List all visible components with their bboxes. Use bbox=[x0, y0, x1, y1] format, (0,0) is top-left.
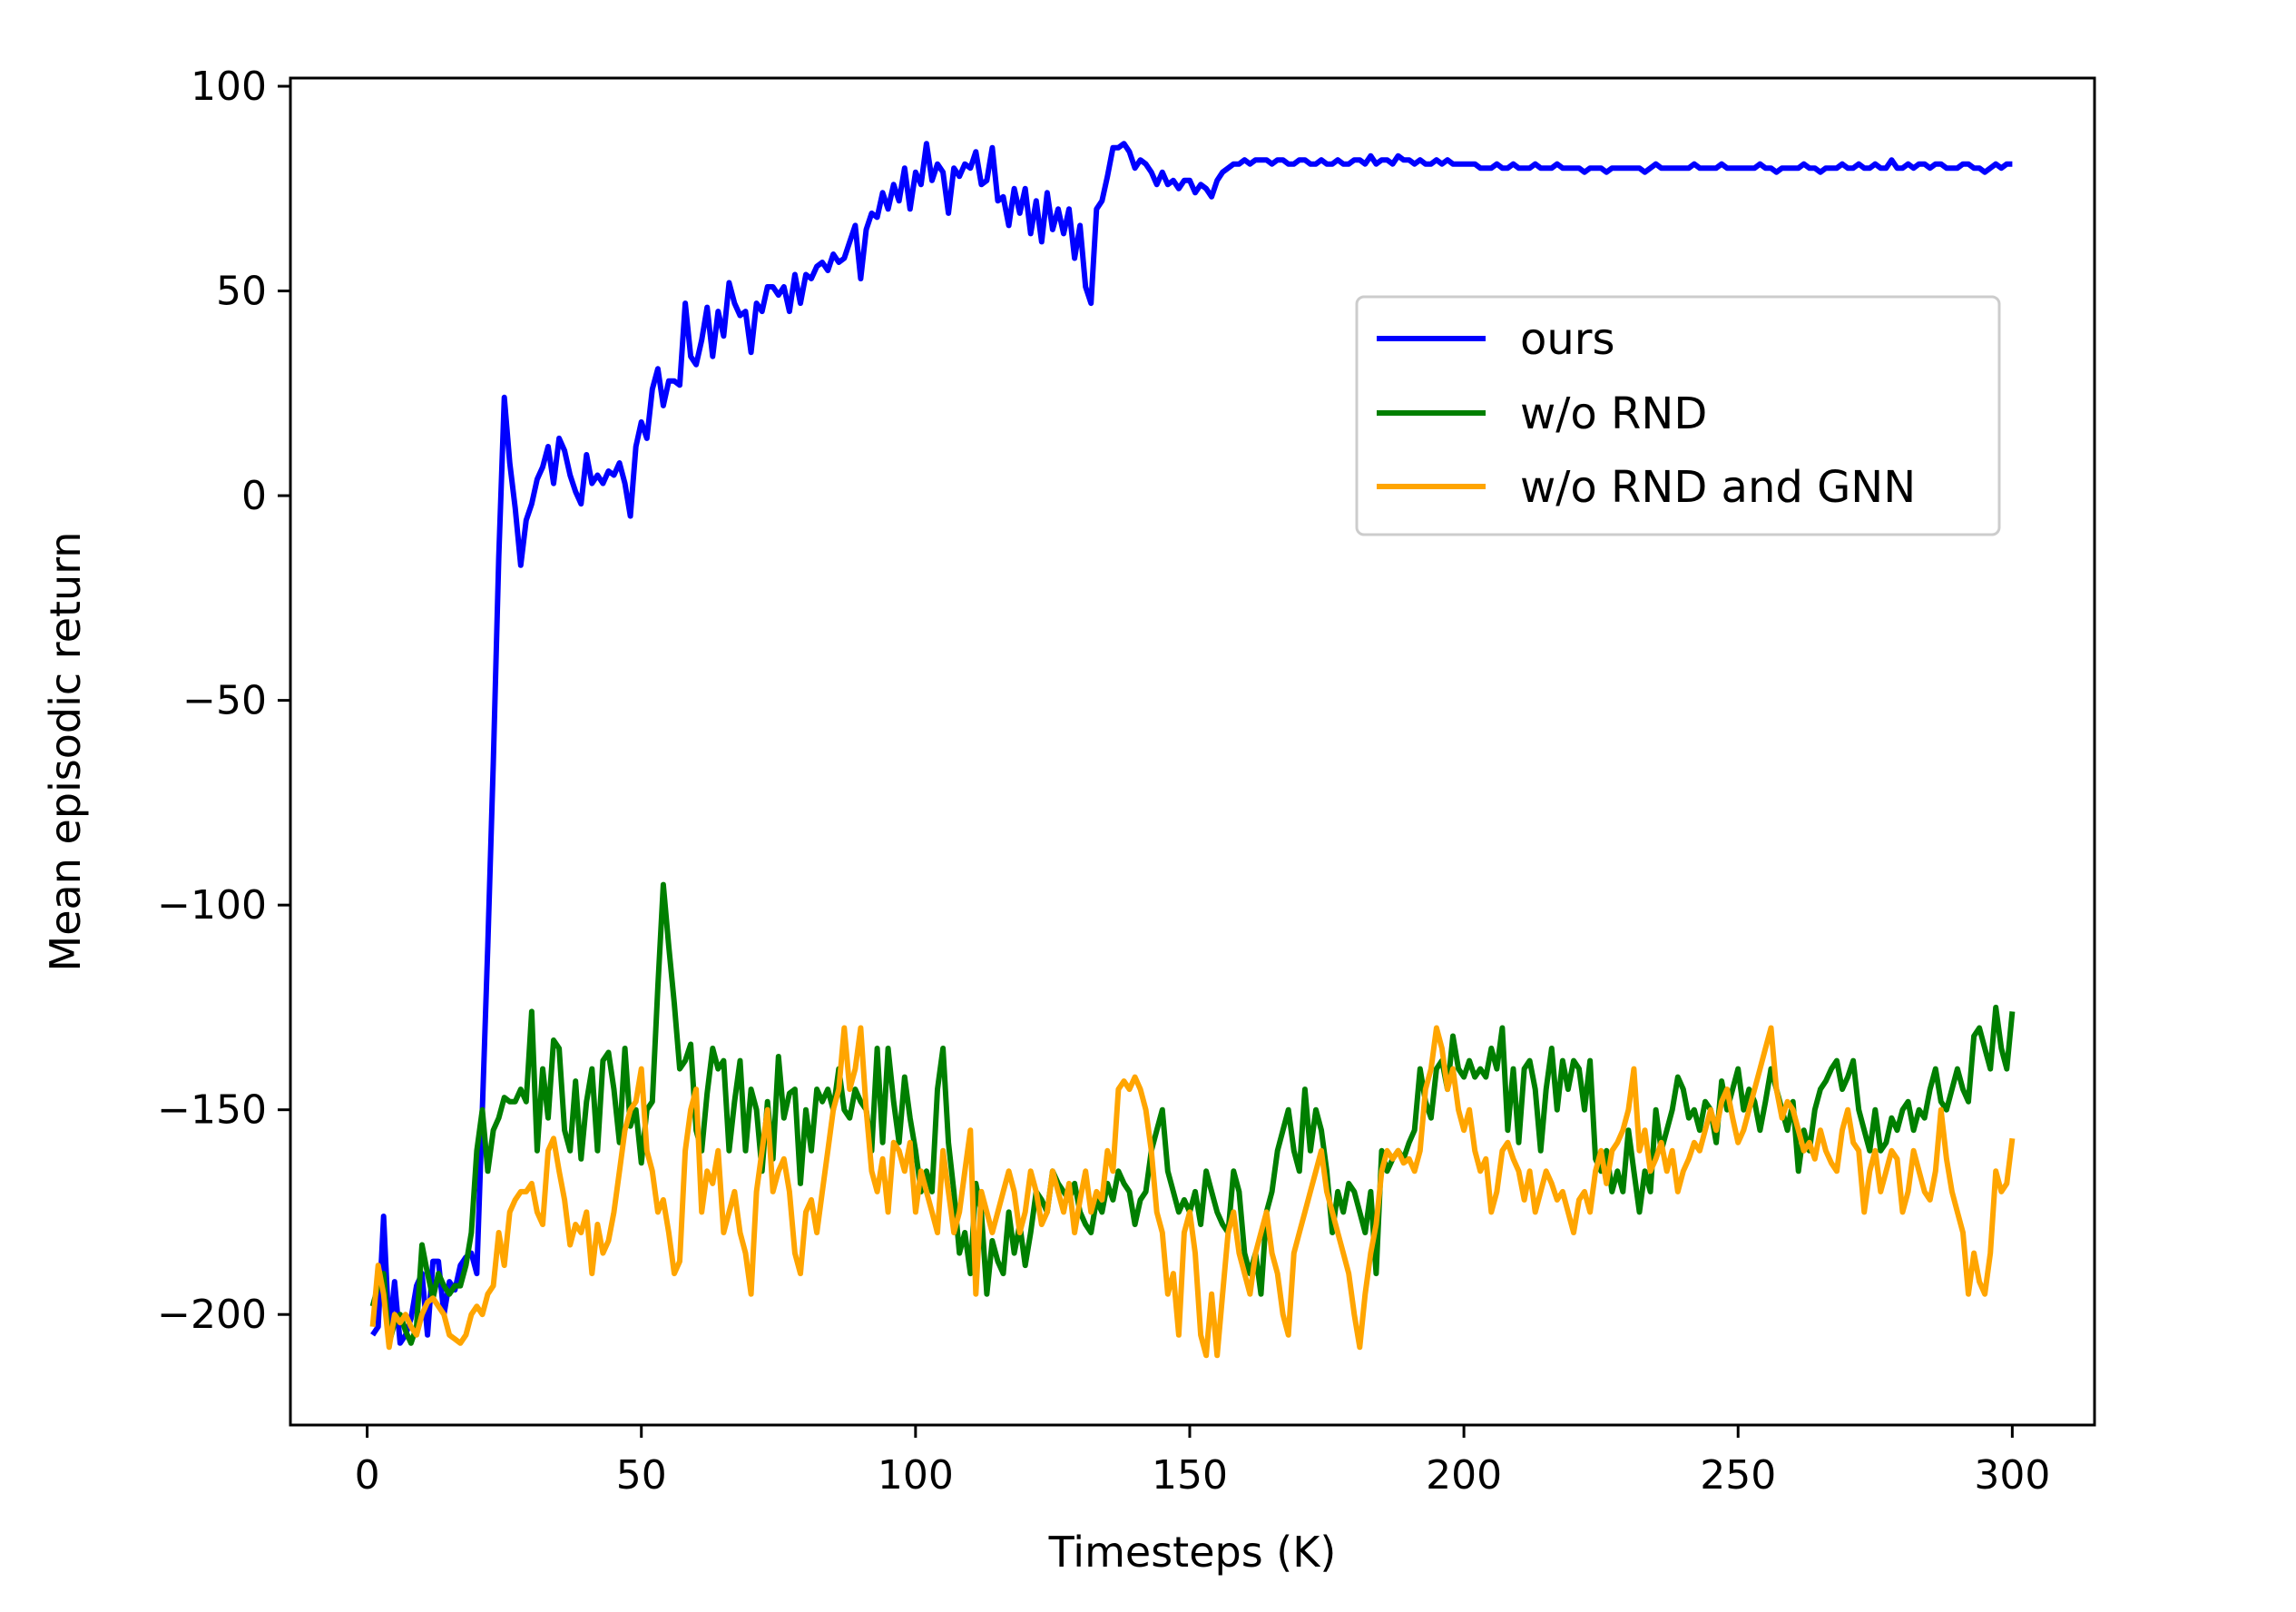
x-tick-label: 100 bbox=[878, 1452, 954, 1499]
x-tick-label: 200 bbox=[1426, 1452, 1502, 1499]
legend-box bbox=[1355, 295, 2001, 536]
x-tick-label: 0 bbox=[355, 1452, 380, 1499]
legend: ours w/o RND w/o RND and GNN bbox=[1355, 295, 2001, 536]
y-tick-label: −200 bbox=[157, 1292, 267, 1338]
y-tick-label: 50 bbox=[216, 269, 267, 315]
x-tick-label: 50 bbox=[616, 1452, 667, 1499]
x-tick-label: 250 bbox=[1700, 1452, 1776, 1499]
y-tick-label: −100 bbox=[157, 882, 267, 929]
x-axis-ticks: 0 50 100 150 200 250 300 bbox=[355, 1425, 2050, 1499]
y-axis-ticks: 100 50 0 −50 −100 −150 −200 bbox=[157, 64, 290, 1338]
y-tick-label: 0 bbox=[241, 473, 267, 519]
legend-label-wo-rnd-gnn: w/o RND and GNN bbox=[1520, 462, 1916, 513]
y-tick-label: −150 bbox=[157, 1087, 267, 1134]
legend-label-ours: ours bbox=[1520, 314, 1615, 365]
series-line-w-o-rnd-and-gnn bbox=[369, 1025, 2016, 1359]
plot-frame bbox=[289, 76, 2096, 1427]
legend-label-wo-rnd: w/o RND bbox=[1520, 388, 1707, 439]
plot-lines bbox=[369, 141, 2016, 1359]
x-tick-label: 150 bbox=[1152, 1452, 1228, 1499]
series-line-ours bbox=[370, 141, 2013, 1346]
x-axis-title: Timesteps (K) bbox=[1048, 1528, 1337, 1577]
y-axis-title: Mean episodic return bbox=[41, 532, 90, 972]
y-tick-label: −50 bbox=[182, 678, 267, 724]
x-tick-label: 300 bbox=[1974, 1452, 2050, 1499]
y-tick-label: 100 bbox=[191, 64, 267, 110]
